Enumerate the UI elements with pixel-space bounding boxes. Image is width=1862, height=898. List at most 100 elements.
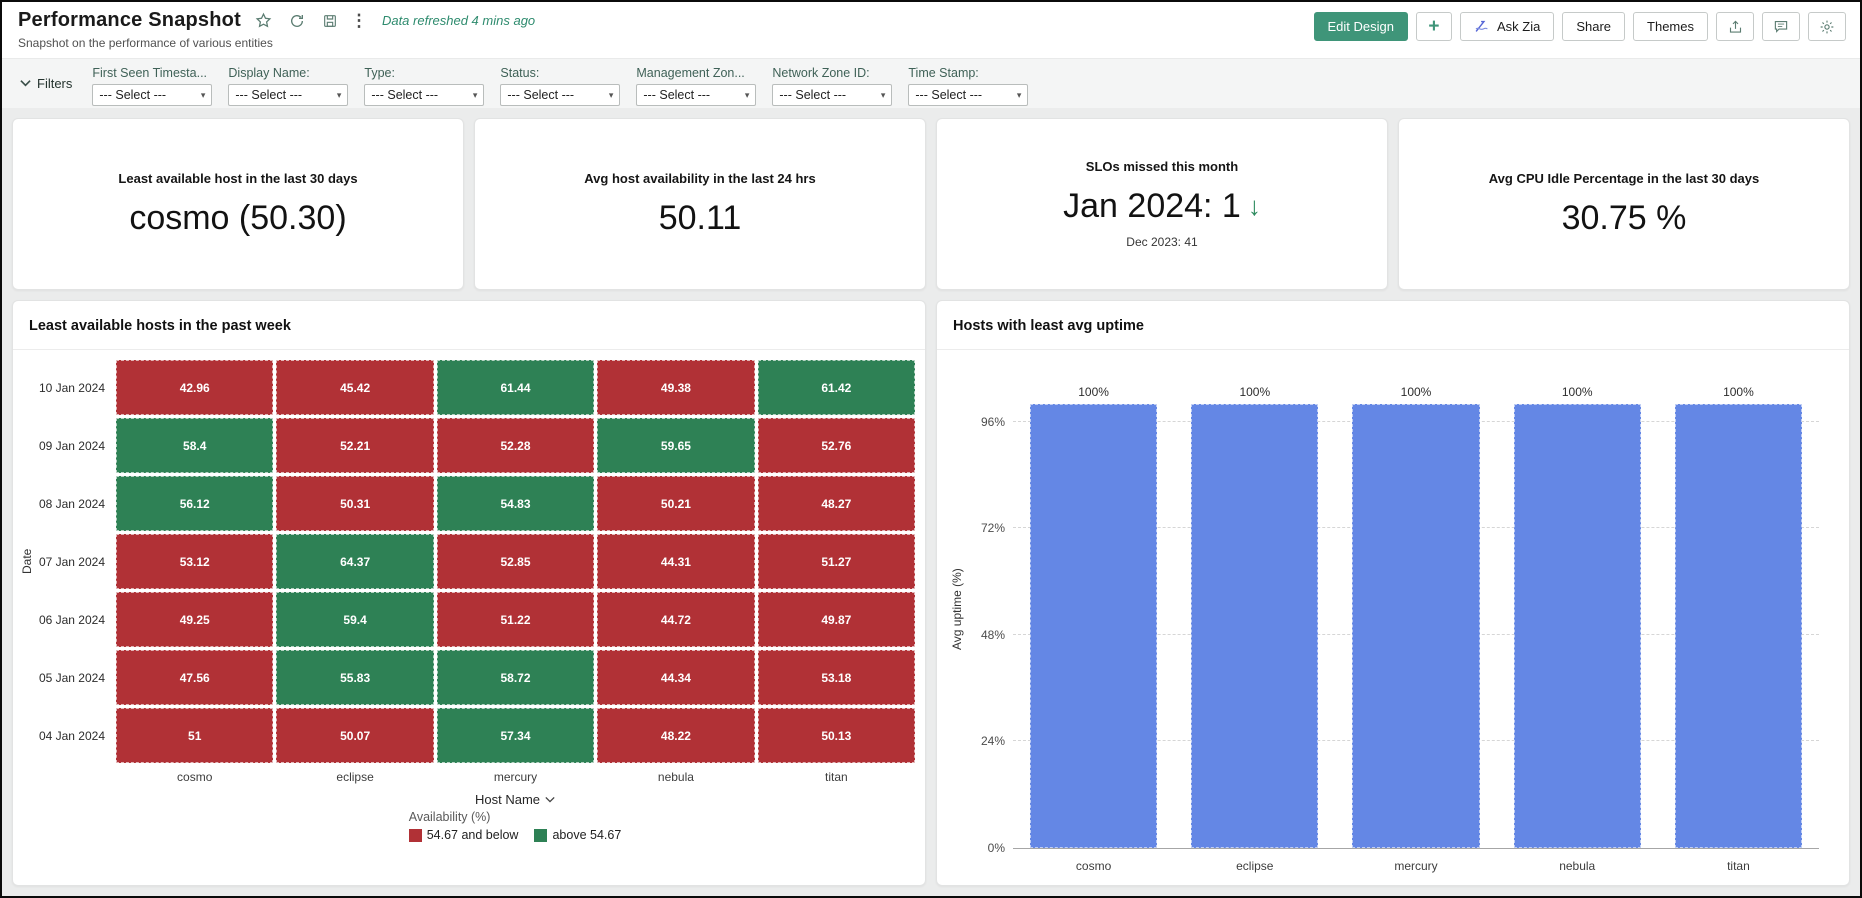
add-button[interactable]: + <box>1415 12 1452 41</box>
edit-design-button[interactable]: Edit Design <box>1313 12 1408 41</box>
heatmap-cell[interactable]: 49.38 <box>597 360 755 415</box>
heatmap-row-label: 08 Jan 2024 <box>38 496 105 511</box>
heatmap-cell[interactable]: 55.83 <box>276 650 434 705</box>
kpi-label: Avg CPU Idle Percentage in the last 30 d… <box>1488 170 1760 186</box>
filter-group: Display Name: --- Select --- ▾ <box>228 64 349 108</box>
filter-group: Management Zon... --- Select --- ▾ <box>636 64 757 108</box>
heatmap-cell[interactable]: 50.07 <box>276 708 434 763</box>
filter-select-dropdown[interactable]: --- Select --- ▾ <box>500 84 621 106</box>
heatmap-row: 09 Jan 2024 58.4 52.21 52.28 59.65 52.76 <box>35 418 916 473</box>
filters-toggle[interactable]: Filters <box>20 74 72 92</box>
zia-icon <box>1474 19 1491 34</box>
filter-group: First Seen Timesta... --- Select --- ▾ <box>92 64 213 108</box>
heatmap-cell[interactable]: 50.31 <box>276 476 434 531</box>
heatmap-cell[interactable]: 53.12 <box>116 534 274 589</box>
dropdown-arrow-icon: ▾ <box>744 89 750 100</box>
heatmap-row: 07 Jan 2024 53.12 64.37 52.85 44.31 51.27 <box>35 534 916 589</box>
favorite-star-icon[interactable] <box>254 11 274 31</box>
heatmap-cell[interactable]: 57.34 <box>436 708 595 763</box>
kpi-card: Least available host in the last 30 days… <box>12 118 464 290</box>
heatmap-cell[interactable]: 50.13 <box>757 708 916 763</box>
dropdown-arrow-icon: ▾ <box>880 89 886 100</box>
heatmap-cell[interactable]: 48.27 <box>757 476 916 531</box>
themes-button[interactable]: Themes <box>1633 12 1708 41</box>
bar-value-label: 100% <box>1561 384 1593 399</box>
heatmap-cell[interactable]: 54.83 <box>436 476 595 531</box>
dropdown-arrow-icon: ▾ <box>472 89 478 100</box>
heatmap-legend-title: Availability (%) <box>408 810 491 824</box>
heatmap-cell[interactable]: 44.31 <box>597 534 755 589</box>
bar[interactable] <box>1191 403 1319 848</box>
bar[interactable] <box>1352 403 1480 848</box>
heatmap-cell[interactable]: 48.22 <box>597 708 755 763</box>
heatmap-cell[interactable]: 44.34 <box>597 650 755 705</box>
heatmap-cell[interactable]: 47.56 <box>116 650 274 705</box>
heatmap-legend-item: above 54.67 <box>534 828 621 842</box>
heatmap-cell[interactable]: 49.87 <box>757 592 916 647</box>
kpi-value-text: Jan 2024: 1 <box>1063 187 1241 225</box>
comments-button[interactable] <box>1762 12 1800 41</box>
filter-select-value: --- Select --- <box>235 88 303 102</box>
heatmap-cell[interactable]: 59.65 <box>597 418 755 473</box>
heatmap-cell[interactable]: 53.18 <box>757 650 916 705</box>
dropdown-arrow-icon: ▾ <box>200 89 206 100</box>
heatmap-row: 08 Jan 2024 56.12 50.31 54.83 50.21 48.27 <box>35 476 916 531</box>
legend-label: above 54.67 <box>552 828 622 842</box>
heatmap-cell[interactable]: 44.72 <box>597 592 755 647</box>
bar[interactable] <box>1513 403 1641 848</box>
filter-select-dropdown[interactable]: --- Select --- ▾ <box>92 84 213 106</box>
heatmap-row-label: 04 Jan 2024 <box>38 728 105 743</box>
heatmap-cell[interactable]: 52.76 <box>757 418 916 473</box>
heatmap-row-label: 10 Jan 2024 <box>38 380 105 395</box>
settings-button[interactable] <box>1808 12 1846 41</box>
y-tick-label: 96% <box>980 414 1005 429</box>
more-options-icon[interactable]: ⋮ <box>350 10 368 30</box>
filter-select-dropdown[interactable]: --- Select --- ▾ <box>228 84 349 106</box>
y-tick-label: 0% <box>987 841 1005 855</box>
heatmap-cell[interactable]: 59.4 <box>276 592 434 647</box>
ask-zia-label: Ask Zia <box>1496 19 1541 34</box>
export-button[interactable] <box>1716 12 1754 41</box>
charts-row: Least available hosts in the past week D… <box>12 300 1850 886</box>
heatmap-cell[interactable]: 51.27 <box>757 534 916 589</box>
heatmap-cell[interactable]: 51.22 <box>436 592 595 647</box>
kpi-card: SLOs missed this month Jan 2024: 1 ↓ Dec 20… <box>936 118 1388 290</box>
heatmap-cell[interactable]: 45.42 <box>276 360 434 415</box>
heatmap-cell[interactable]: 58.72 <box>436 650 595 705</box>
heatmap-row-label: 07 Jan 2024 <box>38 554 105 569</box>
bar[interactable] <box>1029 403 1158 848</box>
bar-series: 100% 100% 100% 100% 100% <box>1013 384 1819 848</box>
heatmap-cell[interactable]: 42.96 <box>116 360 274 415</box>
filter-select-dropdown[interactable]: --- Select --- ▾ <box>908 84 1029 106</box>
share-button[interactable]: Share <box>1562 12 1626 41</box>
heatmap-cell[interactable]: 58.4 <box>116 418 274 473</box>
heatmap-x-axis-title[interactable]: Host Name <box>115 792 915 807</box>
heatmap-row-label: 05 Jan 2024 <box>38 670 105 685</box>
heatmap-cell[interactable]: 64.37 <box>276 534 434 589</box>
barchart-x-labels: cosmo eclipse mercury nebula titan <box>1013 849 1819 873</box>
ask-zia-button[interactable]: Ask Zia <box>1459 12 1555 41</box>
heatmap-cell[interactable]: 52.21 <box>276 418 434 473</box>
kpi-label: Least available host in the last 30 days <box>118 170 358 186</box>
bar[interactable] <box>1674 403 1803 848</box>
chevron-down-icon <box>20 79 31 87</box>
refresh-icon[interactable] <box>287 11 307 31</box>
heatmap-cell[interactable]: 49.25 <box>116 592 274 647</box>
heatmap-cell[interactable]: 61.42 <box>757 360 916 415</box>
heatmap-cell[interactable]: 52.85 <box>436 534 595 589</box>
heatmap-cell[interactable]: 61.44 <box>436 360 595 415</box>
filter-select-dropdown[interactable]: --- Select --- ▾ <box>636 84 757 106</box>
heatmap-cell[interactable]: 52.28 <box>436 418 595 473</box>
kpi-value-text: 30.75 % <box>1561 198 1687 237</box>
barchart: Avg uptime (%) 0% 24% 48% 72% 96% 100% 100% 100… <box>937 350 1849 885</box>
filter-select-dropdown[interactable]: --- Select --- ▾ <box>772 84 893 106</box>
filter-label: Management Zon... <box>636 66 745 80</box>
filters-label: Filters <box>37 75 73 91</box>
filter-select-dropdown[interactable]: --- Select --- ▾ <box>364 84 485 106</box>
save-icon[interactable] <box>320 11 340 31</box>
kpi-card: Avg CPU Idle Percentage in the last 30 d… <box>1398 118 1850 290</box>
heatmap-cell[interactable]: 51 <box>116 708 274 763</box>
heatmap-cell[interactable]: 50.21 <box>597 476 755 531</box>
heatmap-y-axis-label: Date <box>20 548 34 575</box>
heatmap-cell[interactable]: 56.12 <box>116 476 274 531</box>
